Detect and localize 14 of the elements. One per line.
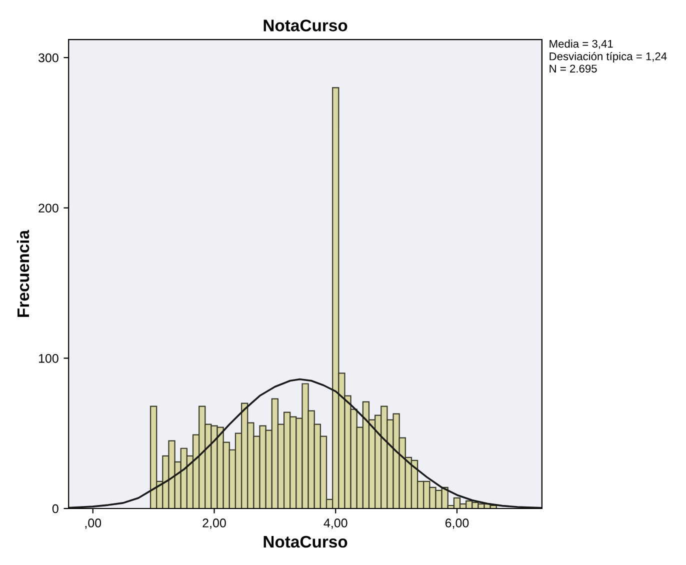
x-tick-label: 2,00 xyxy=(202,518,226,529)
x-tick-label: ,00 xyxy=(85,518,102,529)
y-tick-label: 0 xyxy=(52,504,58,514)
y-tick-label: 300 xyxy=(38,53,58,62)
x-tick-label: 4,00 xyxy=(324,518,348,529)
text: Desviación típica = 1,24 xyxy=(550,52,667,62)
x-tick-label: 6,00 xyxy=(445,518,469,529)
text: Media = 3,41 xyxy=(550,40,613,50)
y-tick-label: 100 xyxy=(38,354,58,363)
text: N = 2.695 xyxy=(550,64,597,73)
x-axis-title: NotaCurso xyxy=(264,536,348,548)
y-axis-title: Frecuencia xyxy=(16,230,30,317)
y-tick-label: 200 xyxy=(38,204,58,213)
chart-title: NotaCurso xyxy=(264,20,348,32)
